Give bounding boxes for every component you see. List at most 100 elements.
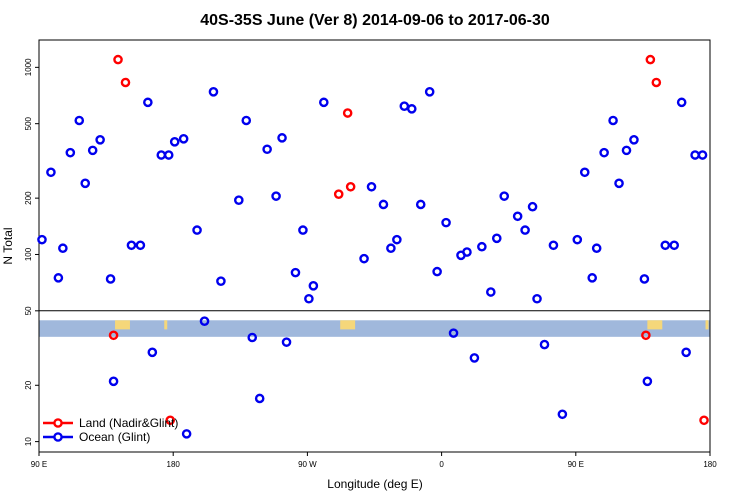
- ocean-point: [163, 150, 174, 160]
- ocean-point: [591, 243, 602, 254]
- land-patch: [647, 320, 663, 330]
- ocean-point: [608, 115, 618, 126]
- ocean-point: [527, 201, 538, 212]
- land-mask-band: [39, 320, 710, 337]
- ocean-point: [271, 191, 281, 201]
- y-tick-label: 50: [24, 306, 33, 315]
- ocean-point: [95, 135, 105, 145]
- ocean-point: [378, 199, 389, 210]
- ocean-point: [660, 240, 671, 251]
- land-point: [342, 108, 353, 118]
- plot-area: 10 20 50 100 200 500 1000 90 E 180 90 W 0 90 E 180 La…: [24, 39, 717, 469]
- ocean-point: [135, 240, 146, 251]
- y-axis-title: N Total: [1, 227, 15, 264]
- x-tick-label: 0: [439, 460, 444, 469]
- ocean-point: [199, 316, 210, 326]
- ocean-point: [366, 181, 377, 192]
- ocean-point: [262, 144, 272, 155]
- ocean-point: [448, 328, 459, 338]
- land-point: [120, 77, 131, 88]
- ocean-point: [108, 376, 119, 387]
- land-point: [345, 181, 356, 192]
- ocean-point: [676, 97, 687, 108]
- ocean-point: [697, 150, 708, 160]
- ocean-point: [424, 87, 435, 97]
- ocean-point: [192, 225, 202, 235]
- ocean-point: [46, 167, 56, 178]
- ocean-point: [642, 376, 653, 387]
- ocean-point: [599, 147, 609, 158]
- ocean-point: [247, 332, 258, 343]
- y-tick-label: 200: [24, 191, 33, 205]
- ocean-point: [629, 135, 639, 145]
- legend-marker: [53, 418, 63, 428]
- ocean-point: [37, 234, 47, 245]
- ocean-point: [359, 253, 369, 264]
- land-point: [113, 54, 123, 65]
- land-patch: [705, 320, 709, 330]
- ocean-point: [621, 145, 632, 156]
- ocean-point: [147, 347, 158, 358]
- ocean-point: [491, 233, 502, 244]
- ocean-point: [392, 234, 402, 245]
- ocean-point: [87, 145, 98, 156]
- x-tick-label: 90 E: [568, 460, 584, 469]
- ocean-point: [386, 243, 396, 254]
- ocean-point: [178, 134, 189, 144]
- legend-label: Ocean (Glint): [79, 430, 150, 444]
- ocean-point: [432, 266, 442, 277]
- legend-marker: [53, 432, 63, 442]
- y-tick-label: 100: [24, 247, 33, 261]
- ocean-point: [156, 150, 167, 160]
- ocean-point: [532, 293, 542, 304]
- x-tick-label: 90 E: [31, 460, 47, 469]
- x-axis-title: Longitude (deg E): [327, 477, 422, 491]
- ocean-point: [126, 240, 137, 251]
- ocean-point: [499, 191, 510, 201]
- ocean-point: [406, 104, 417, 114]
- ocean-point: [58, 243, 68, 254]
- chart-title: 40S-35S June (Ver 8) 2014-09-06 to 2017-…: [200, 12, 550, 29]
- ocean-point: [304, 293, 314, 304]
- land-point: [651, 77, 662, 88]
- plot-frame: [38, 39, 711, 453]
- land-point: [645, 54, 656, 65]
- ocean-point: [415, 199, 426, 210]
- ocean-point: [181, 429, 192, 439]
- y-tick-label: 10: [24, 437, 33, 446]
- ocean-point: [234, 195, 244, 206]
- ocean-point: [690, 150, 700, 160]
- ocean-point: [399, 101, 410, 111]
- land-patch: [164, 320, 168, 330]
- land-point: [333, 189, 344, 199]
- ocean-point: [277, 133, 287, 143]
- y-tick-label: 20: [24, 380, 33, 389]
- ocean-point: [143, 97, 153, 108]
- ocean-point: [669, 240, 680, 251]
- ocean-point: [281, 337, 292, 347]
- ocean-point: [572, 234, 583, 245]
- ocean-point: [587, 273, 598, 283]
- x-tick-label: 180: [167, 460, 181, 469]
- ocean-point: [65, 147, 76, 158]
- y-tick-label: 1000: [24, 58, 33, 76]
- ocean-point: [548, 240, 559, 251]
- ocean-point: [441, 217, 451, 228]
- ocean-point: [520, 225, 530, 235]
- land-point: [165, 415, 176, 426]
- x-tick-label: 90 W: [298, 460, 317, 469]
- land-patch: [340, 320, 356, 330]
- ocean-point: [80, 178, 91, 189]
- ocean-point: [308, 281, 319, 291]
- ocean-point: [462, 247, 472, 257]
- ocean-point: [557, 409, 568, 420]
- y-tick-label: 500: [24, 116, 33, 130]
- ocean-point: [319, 97, 329, 108]
- ocean-point: [254, 393, 265, 404]
- ocean-point: [614, 178, 624, 189]
- ocean-point: [241, 115, 252, 126]
- land-point: [699, 415, 709, 426]
- ocean-point: [169, 137, 180, 147]
- ocean-point: [512, 211, 523, 222]
